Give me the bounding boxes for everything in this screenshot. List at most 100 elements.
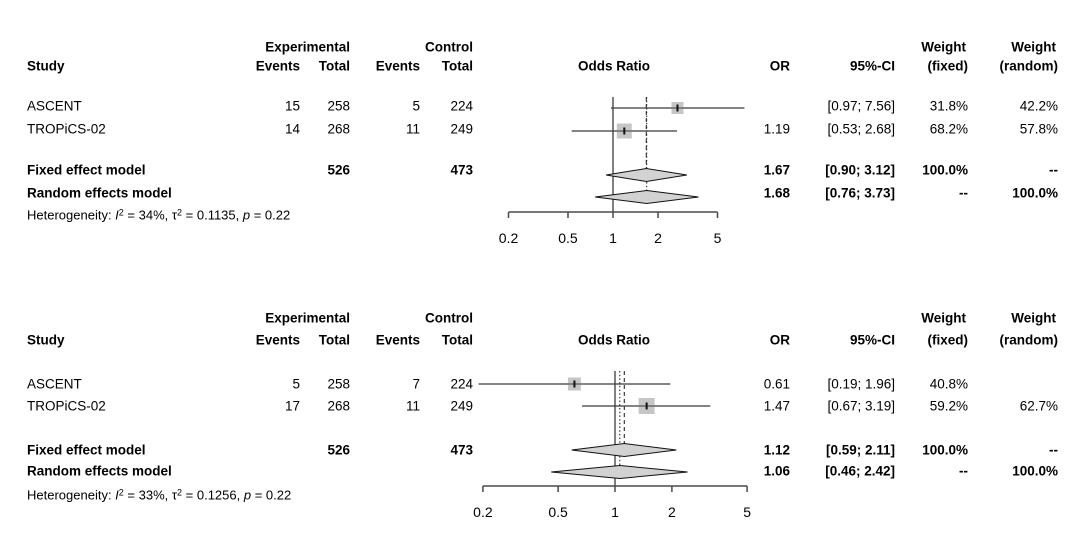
or-value: 1.19 [763, 121, 790, 137]
fixed-weight-random: -- [1049, 442, 1058, 458]
ctrl-events-value: 11 [405, 398, 420, 414]
fixed-effect-model-label: Fixed effect model [27, 162, 146, 178]
column-header-exp-events: Events [255, 332, 300, 348]
ctrl-events-value: 7 [412, 376, 420, 392]
ci-value: [0.67; 3.19] [827, 398, 895, 414]
column-header-weight-random-top: Weight [1011, 39, 1056, 55]
random-ci-value: [0.76; 3.73] [825, 185, 895, 201]
heterogeneity-text: Heterogeneity: I2 = 34%, τ2 = 0.1135, p … [27, 207, 291, 223]
fixed-weight-fixed: 100.0% [922, 162, 968, 178]
fixed-ci-value: [0.90; 3.12] [825, 162, 895, 178]
ci-value: [0.53; 2.68] [827, 121, 895, 137]
axis-tick-label: 1 [609, 230, 617, 246]
heterogeneity-part: Heterogeneity: [27, 207, 116, 223]
column-header-ctrl-events: Events [375, 58, 420, 74]
ctrl-total-value: 249 [450, 398, 473, 414]
axis-tick-label: 5 [713, 230, 722, 246]
or-value: 0.61 [763, 376, 790, 392]
heterogeneity-part: τ [171, 487, 178, 503]
plot1-summary-diamond-random [595, 189, 699, 205]
column-header-control: Control [425, 39, 473, 55]
exp-total-value: 268 [327, 121, 350, 137]
column-header-weight-random: (random) [999, 332, 1059, 348]
exp-total-value: 258 [327, 98, 350, 114]
axis-tick-label: 2 [654, 230, 662, 246]
heterogeneity-part: = 34%, [123, 207, 172, 223]
column-header-study: Study [27, 332, 65, 348]
heterogeneity-part: = 0.1256, [182, 487, 244, 503]
axis-tick-label: 0.2 [473, 504, 493, 520]
study-name: ASCENT [27, 376, 82, 392]
axis-tick-label: 1 [611, 504, 619, 520]
study-name: TROPiCS-02 [27, 398, 106, 414]
column-header-odds-ratio: Odds Ratio [577, 58, 651, 74]
ctrl-total-value: 249 [450, 121, 473, 137]
axis-tick-label: 0.5 [548, 504, 568, 520]
column-header-weight-fixed: (fixed) [927, 58, 969, 74]
heterogeneity-part: p [242, 207, 251, 223]
heterogeneity-part: 2 [177, 207, 183, 218]
study-name: ASCENT [27, 98, 82, 114]
exp-events-value: 5 [292, 376, 300, 392]
weight-fixed-value: 59.2% [929, 398, 968, 414]
fixed-or-value: 1.12 [763, 442, 790, 458]
random-ci-value: [0.46; 2.42] [825, 463, 895, 479]
fixed-effect-model-label: Fixed effect model [27, 442, 146, 458]
heterogeneity-part: I [115, 487, 119, 503]
heterogeneity-part: I [115, 207, 119, 223]
plot1-square-center-marker [676, 104, 679, 112]
exp-total-value: 268 [327, 398, 350, 414]
plot2-square-center-marker [645, 402, 648, 410]
heterogeneity-part: = 0.22 [250, 207, 291, 223]
fixed-exp-total: 526 [327, 442, 350, 458]
heterogeneity-part: 2 [118, 487, 124, 498]
ctrl-events-value: 5 [412, 98, 420, 114]
weight-fixed-value: 40.8% [929, 376, 968, 392]
heterogeneity-part: = 0.22 [251, 487, 292, 503]
column-header-weight-fixed: (fixed) [927, 332, 969, 348]
ci-value: [0.19; 1.96] [827, 376, 895, 392]
column-header-or: OR [769, 332, 790, 348]
column-header-experimental: Experimental [265, 310, 350, 326]
fixed-or-value: 1.67 [763, 162, 790, 178]
plot1-square-center-marker [623, 127, 626, 135]
plot2-square-center-marker [573, 380, 576, 388]
random-weight-random: 100.0% [1012, 185, 1058, 201]
column-header-ci: 95%-CI [849, 332, 895, 348]
fixed-exp-total: 526 [327, 162, 350, 178]
column-header-exp-total: Total [318, 58, 350, 74]
exp-events-value: 17 [284, 398, 300, 414]
column-header-weight-fixed-top: Weight [921, 39, 966, 55]
plot1-summary-diamond-fixed [606, 167, 687, 183]
axis-tick-label: 5 [743, 504, 751, 520]
weight-random-value: 42.2% [1019, 98, 1058, 114]
weight-fixed-value: 31.8% [929, 98, 968, 114]
heterogeneity-part: = 0.1135, [182, 207, 243, 223]
heterogeneity-text: Heterogeneity: I2 = 33%, τ2 = 0.1256, p … [27, 487, 292, 503]
column-header-weight-random: (random) [999, 58, 1059, 74]
plot2-summary-diamond-fixed [571, 442, 677, 458]
weight-random-value: 57.8% [1019, 121, 1058, 137]
column-header-ctrl-events: Events [375, 332, 420, 348]
column-header-weight-fixed-top: Weight [921, 310, 966, 326]
random-or-value: 1.68 [763, 185, 790, 201]
weight-fixed-value: 68.2% [929, 121, 968, 137]
fixed-ctrl-total: 473 [450, 162, 473, 178]
weight-random-value: 62.7% [1019, 398, 1058, 414]
fixed-ci-value: [0.59; 2.11] [825, 442, 895, 458]
column-header-ctrl-total: Total [441, 332, 473, 348]
random-effects-model-label: Random effects model [27, 463, 172, 479]
heterogeneity-part: 2 [118, 207, 124, 218]
random-or-value: 1.06 [763, 463, 790, 479]
plot2-summary-diamond-random [551, 464, 688, 480]
column-header-ci: 95%-CI [849, 58, 895, 74]
random-weight-fixed: -- [959, 185, 968, 201]
column-header-exp-events: Events [255, 58, 300, 74]
column-header-study: Study [27, 58, 65, 74]
random-weight-random: 100.0% [1012, 463, 1058, 479]
heterogeneity-part: Heterogeneity: [27, 487, 116, 503]
fixed-ctrl-total: 473 [450, 442, 473, 458]
random-effects-model-label: Random effects model [27, 185, 172, 201]
heterogeneity-part: τ [171, 207, 178, 223]
